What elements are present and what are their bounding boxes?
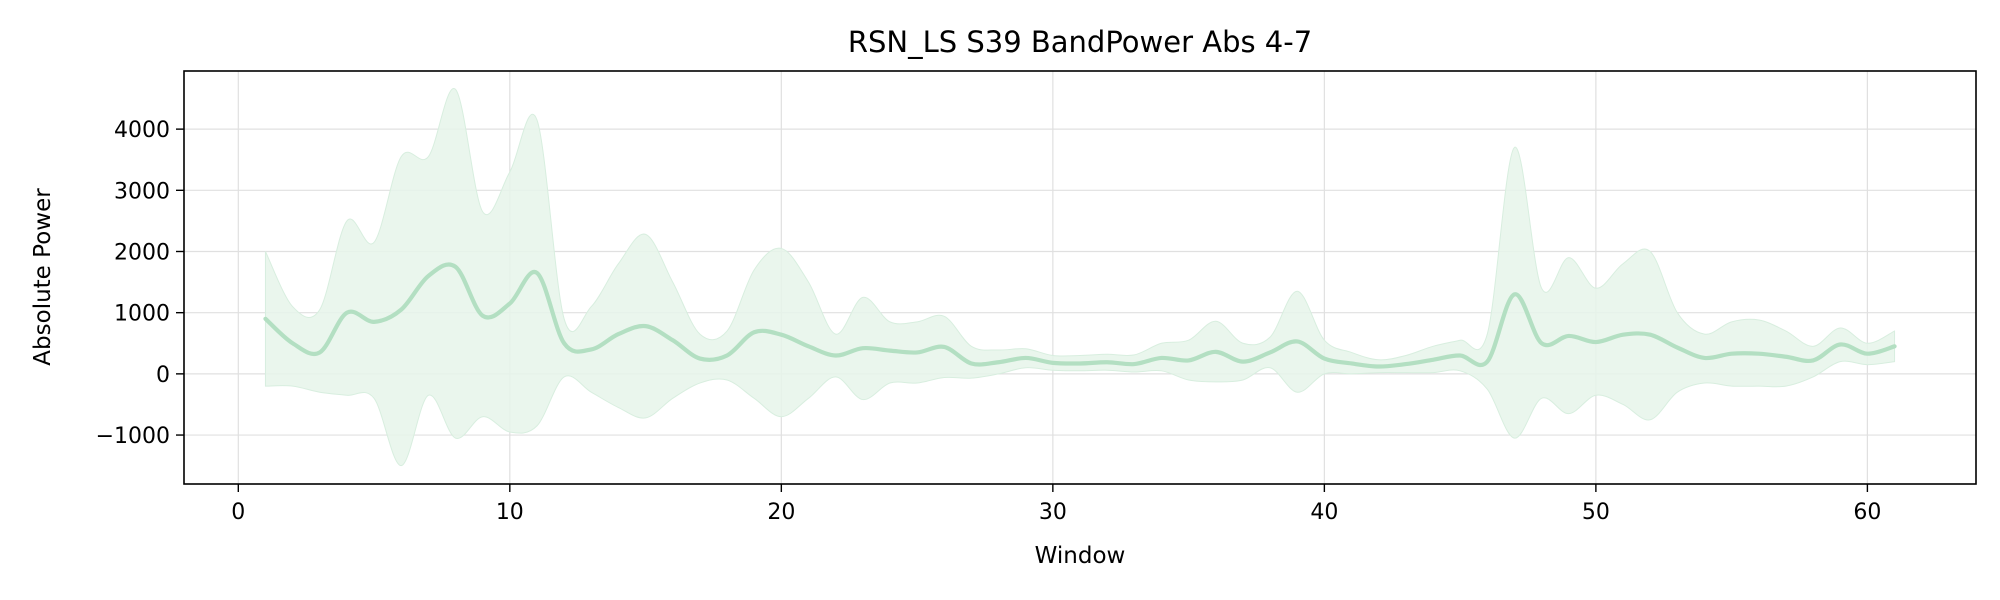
- y-tick-label: 4000: [114, 118, 170, 143]
- x-tick-label: 10: [496, 500, 524, 525]
- y-axis-ticks: −1000 0 1000 2000 3000 4000: [96, 118, 184, 449]
- y-tick-label: 2000: [114, 240, 170, 265]
- plot-frame: [183, 70, 1977, 485]
- x-tick-label: 50: [1582, 500, 1610, 525]
- x-tick-label: 40: [1310, 500, 1338, 525]
- chart-title: RSN_LS S39 BandPower Abs 4-7: [848, 25, 1312, 59]
- line-layer: [263, 262, 1897, 369]
- band-layer: [264, 88, 1896, 467]
- y-axis-label: Absolute Power: [30, 188, 56, 366]
- x-tick-label: 60: [1853, 500, 1881, 525]
- y-tick-label: 1000: [114, 302, 170, 327]
- y-tick-label: 3000: [114, 179, 170, 204]
- x-axis-label: Window: [1035, 543, 1126, 569]
- std-band: [264, 88, 1896, 467]
- x-tick-label: 30: [1039, 500, 1067, 525]
- x-tick-label: 20: [767, 500, 795, 525]
- x-tick-label: 0: [231, 500, 245, 525]
- y-tick-label: −1000: [96, 424, 170, 449]
- x-axis-ticks: 0 10 20 30 40 50 60: [231, 484, 1881, 525]
- y-tick-label: 0: [156, 363, 170, 388]
- mean-line: [263, 262, 1897, 369]
